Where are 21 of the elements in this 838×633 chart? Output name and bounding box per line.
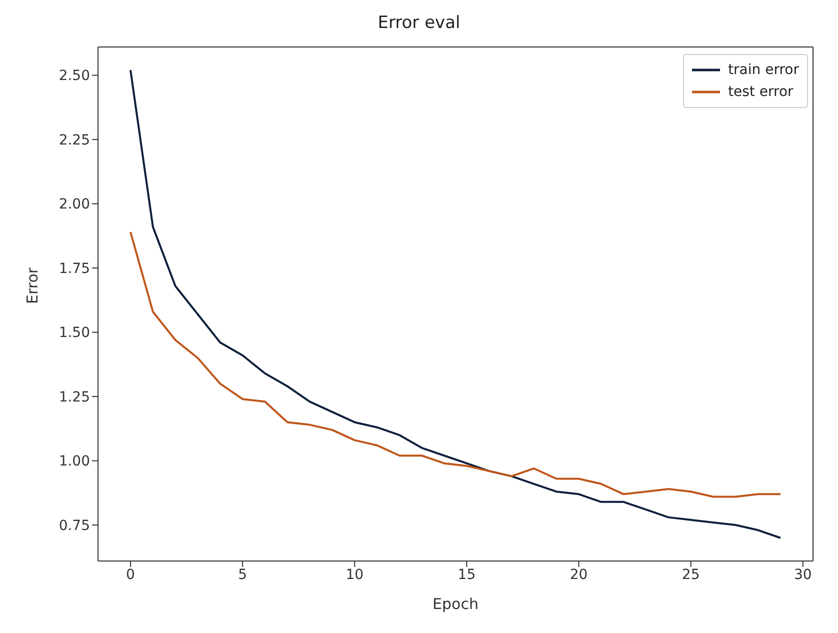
legend-label: train error (728, 62, 799, 78)
y-tick-label: 2.25 (58, 132, 90, 148)
line-series (130, 231, 782, 498)
x-tick-label: 30 (794, 566, 812, 583)
y-tick-label: 0.75 (58, 518, 90, 534)
y-axis-title: Error (23, 266, 42, 304)
y-tick-label: 1.75 (58, 260, 90, 277)
y-tick-label: 2.00 (58, 196, 90, 213)
x-tick-label: 25 (682, 566, 700, 583)
x-tick-label: 0 (126, 566, 135, 583)
y-tick-label: 1.00 (58, 454, 90, 470)
x-tick-label: 20 (570, 566, 588, 583)
legend-label: test error (728, 84, 794, 100)
y-tick-label: 1.25 (58, 389, 90, 406)
y-tick-label: 1.50 (58, 325, 90, 342)
x-tick-label: 10 (346, 566, 364, 583)
x-tick-label: 15 (458, 566, 476, 583)
y-tick-label: 2.50 (58, 68, 90, 84)
x-axis-title: Epoch (432, 595, 478, 613)
chart-title: Error eval (376, 12, 462, 35)
x-tick-label: 5 (238, 566, 248, 583)
